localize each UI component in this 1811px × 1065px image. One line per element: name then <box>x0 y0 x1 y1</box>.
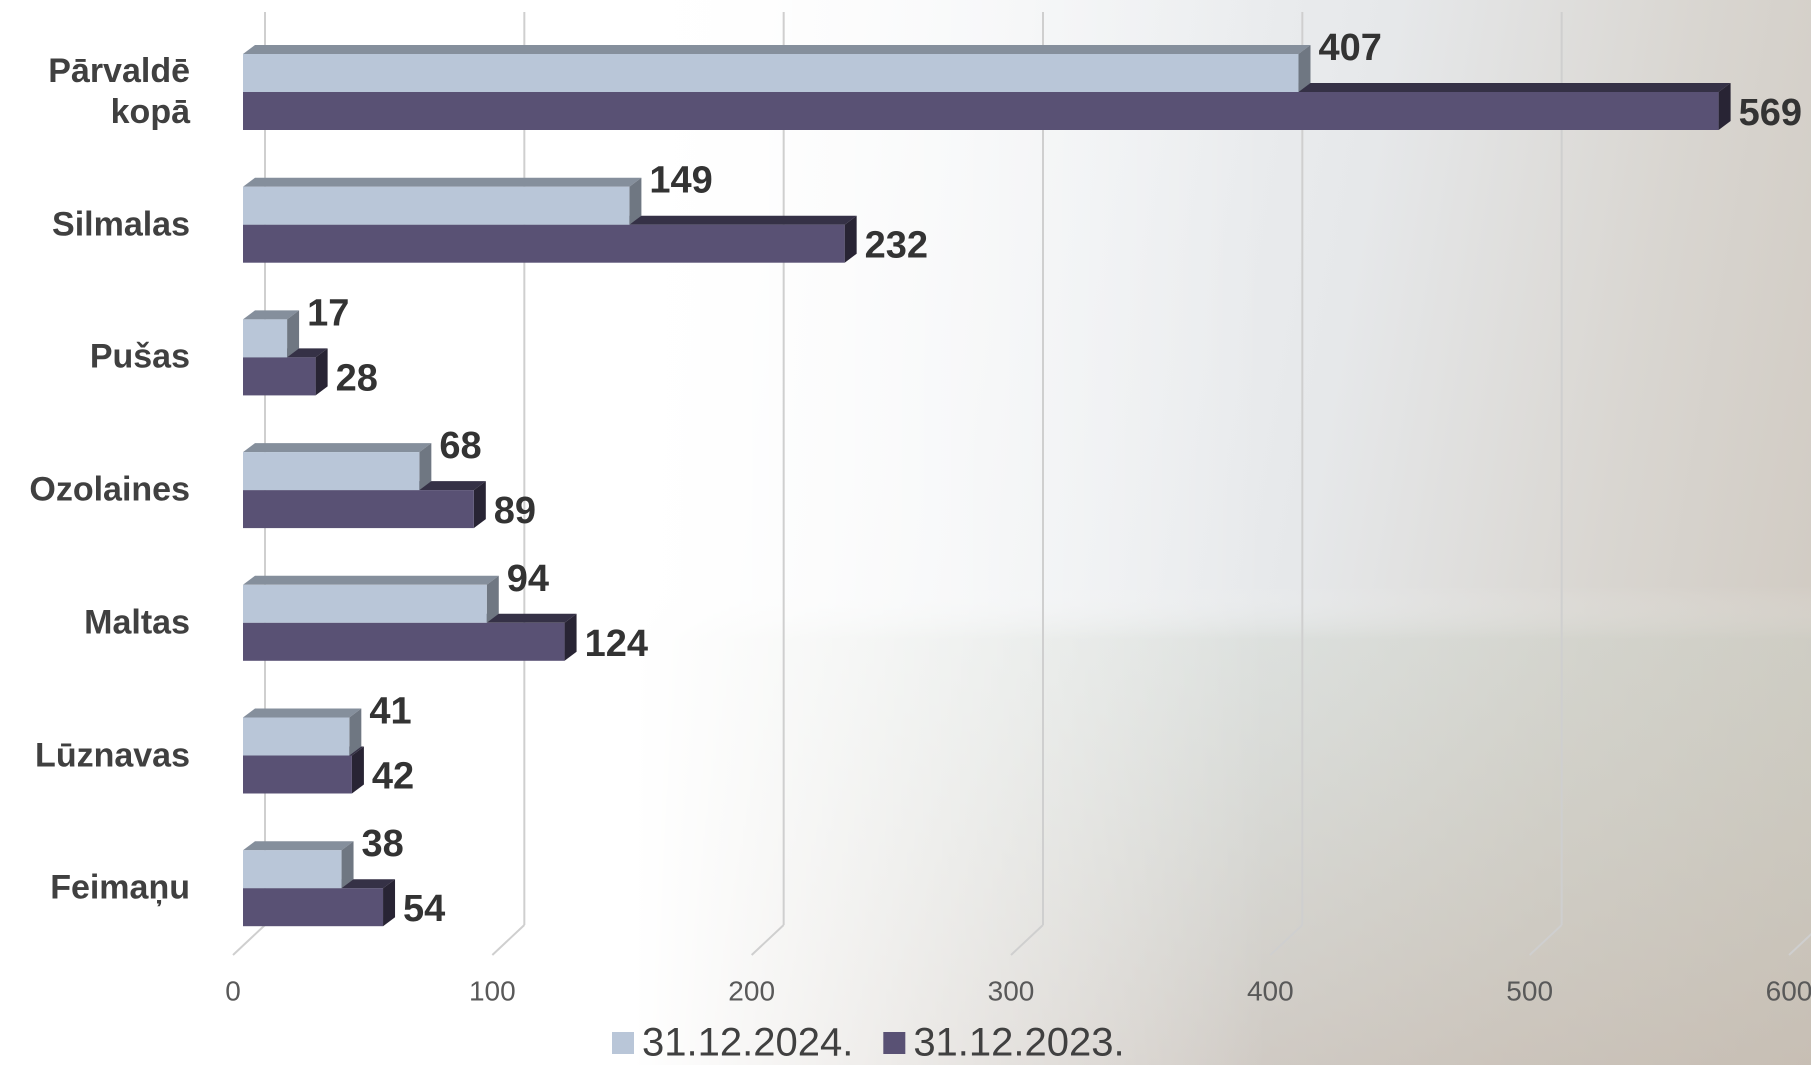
value-label: 232 <box>865 225 928 267</box>
value-label: 94 <box>507 558 549 600</box>
value-label: 149 <box>649 160 712 202</box>
value-label: 41 <box>369 691 411 733</box>
value-label: 407 <box>1318 27 1381 69</box>
bar-side <box>383 879 396 927</box>
bar-side <box>341 841 354 889</box>
bar <box>243 490 474 529</box>
value-label: 28 <box>336 357 378 399</box>
x-tick-label: 0 <box>225 975 241 1006</box>
bar-side <box>351 746 364 794</box>
bar-side <box>1298 45 1311 92</box>
bar <box>243 584 487 623</box>
bar-side <box>419 443 432 491</box>
legend-label: 31.12.2023. <box>913 1021 1124 1065</box>
value-label: 68 <box>439 425 481 467</box>
legend-label: 31.12.2024. <box>642 1021 853 1065</box>
bar <box>243 319 288 358</box>
bar-side <box>844 215 857 263</box>
grid-foot <box>1788 933 1811 956</box>
grid-foot <box>1269 924 1304 956</box>
bar-top <box>243 177 642 187</box>
grid-foot <box>1010 924 1044 956</box>
grid-foot <box>491 924 526 956</box>
value-label: 42 <box>372 756 414 798</box>
category-label: Silmalas <box>52 205 190 244</box>
category-label: Ozolaines <box>29 470 190 509</box>
bar <box>243 622 565 661</box>
x-tick-label: 300 <box>988 975 1035 1006</box>
bar <box>243 357 316 396</box>
bar <box>243 850 342 889</box>
bar-top <box>243 708 362 718</box>
value-label: 54 <box>403 888 445 930</box>
grid-foot <box>1528 924 1563 956</box>
bar-side <box>629 177 642 225</box>
legend-swatch <box>612 1032 634 1054</box>
grid-foot <box>750 924 785 956</box>
bar <box>243 452 420 491</box>
bar-top <box>243 310 300 320</box>
bar-side <box>564 613 577 661</box>
category-label: Pārvaldē kopā <box>48 52 190 131</box>
bar <box>243 186 630 225</box>
value-label: 89 <box>494 490 536 532</box>
bar-top <box>243 45 1311 54</box>
bar <box>243 755 352 794</box>
legend-swatch <box>883 1032 906 1054</box>
bar-top <box>243 575 499 585</box>
x-tick-label: 100 <box>469 975 516 1006</box>
bar-top <box>243 443 432 453</box>
category-label: Feimaņu <box>50 868 190 907</box>
x-tick-label: 600 <box>1766 975 1811 1006</box>
value-label: 38 <box>362 823 404 865</box>
bar <box>243 54 1299 92</box>
value-label: 124 <box>585 623 648 665</box>
bar-side <box>315 348 328 396</box>
value-label: 17 <box>307 292 349 334</box>
x-tick-label: 200 <box>728 975 775 1006</box>
bar-side <box>486 575 499 623</box>
bar <box>243 224 845 263</box>
bar <box>243 888 384 927</box>
value-label: 569 <box>1739 92 1802 134</box>
x-tick-label: 500 <box>1506 975 1553 1006</box>
bar-side <box>1718 83 1731 130</box>
bar-side <box>349 708 362 756</box>
grid-foot <box>232 924 266 956</box>
bar <box>243 717 350 756</box>
bar-side <box>473 481 486 529</box>
category-label: Pušas <box>89 337 190 376</box>
bar <box>243 92 1719 130</box>
bar-top <box>243 841 354 851</box>
bar-side <box>287 310 300 358</box>
x-tick-label: 400 <box>1247 975 1294 1006</box>
category-label: Maltas <box>84 603 190 642</box>
category-label: Lūznavas <box>35 736 190 774</box>
